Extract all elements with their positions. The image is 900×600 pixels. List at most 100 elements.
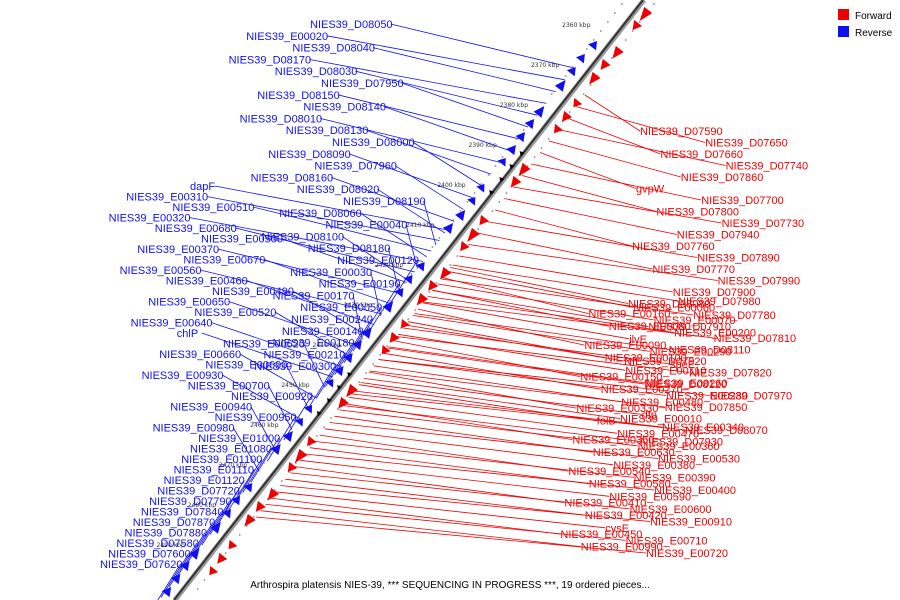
gene-label: NIES39_E00540	[568, 466, 650, 478]
scale-dot	[340, 363, 342, 365]
gene-label: NIES39_E00530	[658, 454, 740, 466]
label-connector	[185, 521, 214, 567]
gene-label: NIES39_D08120	[644, 379, 727, 391]
forward-gene-arrow	[228, 539, 238, 550]
gene-label: NIES39_E00600	[630, 504, 712, 516]
axis-tick-label: 2470 kbp	[219, 462, 247, 469]
reverse-gene-arrow	[270, 444, 281, 455]
axis-tick-label: 2460 kbp	[250, 422, 278, 429]
axis-tick-label: 2450 kbp	[281, 382, 309, 389]
label-connector	[468, 244, 718, 281]
gene-label: NIES39_D07590	[640, 126, 723, 138]
label-connector	[275, 491, 606, 529]
forward-gene-arrow	[460, 240, 470, 252]
label-connector	[234, 458, 263, 504]
gene-label: gvpW	[636, 184, 665, 196]
forward-gene-arrow	[307, 435, 317, 447]
gene-label: NIES39_D07620	[100, 559, 183, 571]
gene-label: NIES39_E00950	[215, 412, 297, 424]
scale-dot	[501, 156, 504, 158]
label-connector	[387, 347, 645, 385]
gene-label: NIES39_E00580	[589, 479, 671, 491]
gene-label: NIES39_D07740	[726, 161, 809, 173]
forward-gene-arrow	[428, 279, 439, 291]
label-connector	[423, 200, 437, 246]
scale-dot	[438, 237, 441, 239]
scale-dot	[273, 489, 276, 491]
gene-label: NIES39_E00670	[183, 255, 265, 267]
legend-reverse-label: Reverse	[855, 28, 893, 39]
gene-label: NIES39_D07780	[693, 310, 776, 322]
gene-label: NIES39_D07980	[678, 296, 761, 308]
axis-tick-label: 2400 kbp	[437, 182, 465, 189]
forward-gene-arrow	[467, 227, 480, 243]
label-connector	[437, 283, 654, 321]
scale-dot	[365, 372, 367, 374]
axis-tick-label: 2380 kbp	[500, 102, 528, 109]
label-connector	[285, 478, 585, 516]
gene-label: NIES39_D07850	[665, 402, 748, 414]
label-connector	[427, 296, 675, 333]
gene-label: NIES39_D08040	[292, 43, 375, 55]
scale-dot	[280, 480, 283, 482]
reverse-gene-arrow	[515, 132, 526, 143]
gene-label: NIES39_E00930	[142, 370, 224, 382]
scale-dot	[473, 192, 476, 194]
label-connector	[217, 479, 245, 525]
scale-dot	[203, 579, 206, 581]
scale-dot	[372, 363, 374, 365]
label-connector	[280, 485, 651, 522]
label-connector	[285, 364, 309, 409]
gene-label: NIES39_E00470	[617, 428, 699, 440]
scale-dot	[505, 192, 508, 194]
forward-gene-arrow	[416, 292, 429, 306]
gene-label: NIES39_D07790	[149, 496, 232, 508]
label-connector	[157, 563, 181, 600]
label-connector	[222, 374, 301, 420]
label-connector	[265, 504, 626, 541]
gene-label: dapF	[190, 181, 215, 193]
scale-dot	[333, 372, 335, 374]
label-connector	[246, 280, 375, 325]
scale-dot	[248, 480, 251, 482]
label-connector	[548, 140, 681, 178]
label-connector	[477, 232, 653, 270]
forward-gene-arrow	[346, 383, 359, 398]
forward-gene-arrow	[287, 461, 298, 473]
label-connector	[378, 359, 667, 396]
label-connector	[389, 259, 419, 305]
axis-line	[173, 0, 644, 600]
gene-label: ilvE	[629, 334, 647, 346]
reverse-gene-arrow	[394, 288, 404, 298]
gene-label: NIES39_E00050	[300, 302, 382, 314]
gene-label: NIES39_E00030	[290, 267, 372, 279]
scale-dot	[199, 543, 202, 545]
reverse-gene-arrow	[403, 275, 413, 285]
reverse-gene-arrow	[455, 210, 466, 221]
label-connector	[408, 321, 605, 359]
label-connector	[383, 352, 601, 390]
gene-label: NIES39_E00290	[650, 346, 732, 358]
label-connector	[432, 289, 609, 327]
scale-dot	[414, 309, 417, 311]
gene-label: NIES39_D07860	[681, 172, 764, 184]
gene-label: NIES39_D08180	[308, 243, 391, 255]
gene-label: NIES39_D07910	[648, 322, 731, 334]
forward-gene-arrow	[381, 344, 391, 355]
reverse-gene-arrow	[415, 262, 425, 272]
gene-label: NIES39_E00160	[588, 309, 670, 321]
gene-label: NIES39_D07930	[640, 437, 723, 449]
reverse-gene-arrow	[467, 197, 476, 206]
gene-label: NIES39_E00460	[166, 276, 248, 288]
forward-gene-arrow	[612, 45, 624, 59]
reverse-gene-arrow	[282, 431, 293, 442]
label-connector	[422, 302, 630, 340]
gene-label: NIES39_E00210	[263, 349, 345, 361]
label-connector	[417, 308, 585, 346]
gene-label: NIES39_E00120	[337, 255, 419, 267]
gene-label: NIES39_E00520	[194, 307, 276, 319]
gene-label: NIES39_E00450	[560, 529, 642, 541]
label-connector	[250, 406, 276, 451]
gene-label: NIES39_D08090	[268, 149, 351, 161]
forward-gene-arrow	[294, 448, 308, 464]
